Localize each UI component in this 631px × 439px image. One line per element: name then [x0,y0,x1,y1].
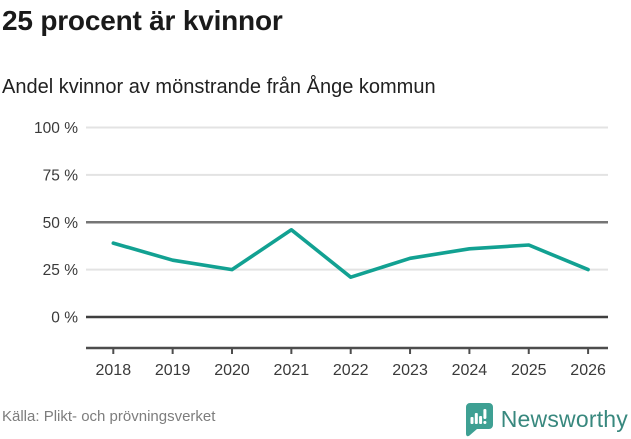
x-tick-label: 2018 [96,362,132,379]
line-chart: 0 % 25 % 50 % 75 % 100 % 2018 2019 2020 2021 2022… [34,120,608,379]
newsworthy-brand: Newsworthy [463,402,628,437]
y-tick-label: 75 % [43,167,79,184]
x-tick-label: 2022 [333,362,369,379]
y-tick-label: 0 % [51,310,78,327]
x-tick-label: 2026 [570,362,606,379]
y-tick-label: 50 % [43,215,79,232]
data-line-andel-kvinnor [111,228,590,279]
newsworthy-wordmark: Newsworthy [500,406,628,432]
y-tick-label: 25 % [43,262,79,279]
source-note: Källa: Plikt- och prövningsverket [2,408,216,425]
y-tick-label: 100 % [34,120,78,137]
x-tick-label: 2024 [452,362,488,379]
x-tick-label: 2023 [392,362,428,379]
x-tick-label: 2019 [155,362,191,379]
x-tick-label: 2020 [214,362,250,379]
newsworthy-logo-icon [465,403,493,437]
x-tick-label: 2021 [274,362,310,379]
page-title: 25 procent är kvinnor [2,5,283,36]
chart-subtitle: Andel kvinnor av mönstrande från Ånge ko… [2,76,436,98]
x-tick-label: 2025 [511,362,547,379]
